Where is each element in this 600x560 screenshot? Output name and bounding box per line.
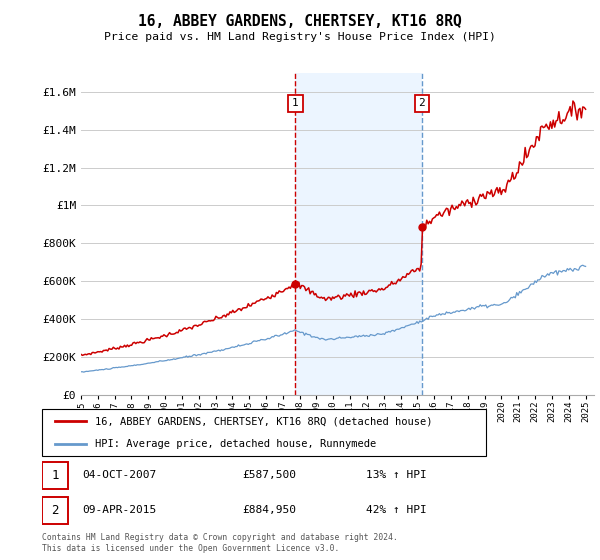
FancyBboxPatch shape [42,462,68,488]
Text: Price paid vs. HM Land Registry's House Price Index (HPI): Price paid vs. HM Land Registry's House … [104,32,496,42]
Text: 2: 2 [419,99,425,109]
Text: 04-OCT-2007: 04-OCT-2007 [83,470,157,480]
Text: 1: 1 [51,469,59,482]
Text: £884,950: £884,950 [242,505,296,515]
Text: Contains HM Land Registry data © Crown copyright and database right 2024.
This d: Contains HM Land Registry data © Crown c… [42,533,398,553]
Text: 13% ↑ HPI: 13% ↑ HPI [366,470,427,480]
Text: 09-APR-2015: 09-APR-2015 [83,505,157,515]
Bar [295,73,422,395]
Text: 16, ABBEY GARDENS, CHERTSEY, KT16 8RQ: 16, ABBEY GARDENS, CHERTSEY, KT16 8RQ [138,14,462,29]
Text: £587,500: £587,500 [242,470,296,480]
Text: 2: 2 [51,504,59,517]
Text: 42% ↑ HPI: 42% ↑ HPI [366,505,427,515]
Text: 16, ABBEY GARDENS, CHERTSEY, KT16 8RQ (detached house): 16, ABBEY GARDENS, CHERTSEY, KT16 8RQ (d… [95,416,433,426]
Text: HPI: Average price, detached house, Runnymede: HPI: Average price, detached house, Runn… [95,439,377,449]
FancyBboxPatch shape [42,409,486,456]
Text: 1: 1 [292,99,299,109]
FancyBboxPatch shape [42,497,68,524]
